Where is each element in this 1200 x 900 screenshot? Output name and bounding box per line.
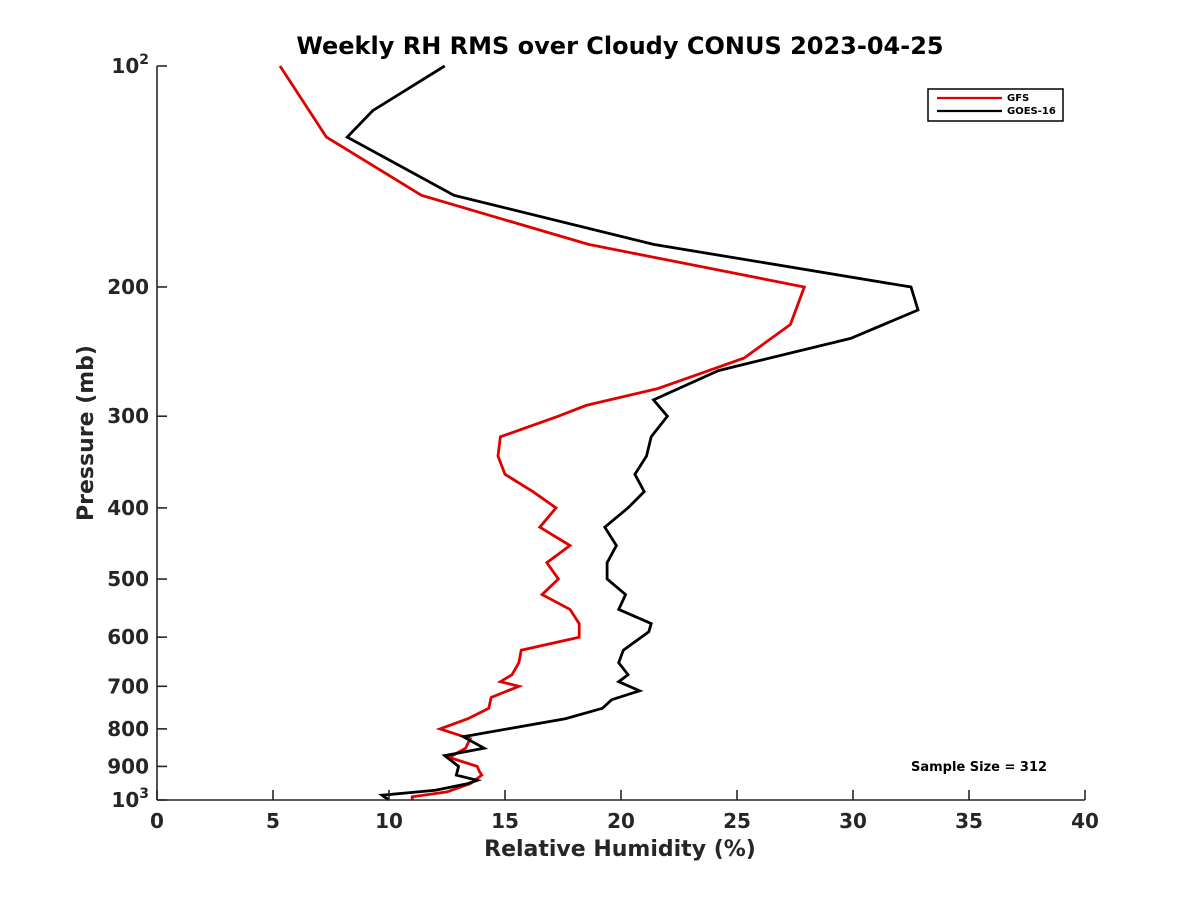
sample-size-annotation: Sample Size = 312 bbox=[911, 760, 1047, 775]
y-axis-title: Pressure (mb) bbox=[74, 345, 99, 521]
x-tick-label: 15 bbox=[491, 809, 519, 833]
y-tick-label: 500 bbox=[107, 567, 149, 591]
x-tick-label: 20 bbox=[607, 809, 635, 833]
y-tick-label: 700 bbox=[107, 674, 149, 698]
axes-layer: 0 5 10 15 20 25 30 35 40 102 200 300 400 500 600 700 800… bbox=[107, 52, 1099, 833]
x-tick-label: 35 bbox=[955, 809, 983, 833]
x-tick-label: 25 bbox=[723, 809, 751, 833]
series-line-goes16 bbox=[344, 64, 920, 802]
y-tick-label: 400 bbox=[107, 496, 149, 520]
legend-label-goes16: GOES-16 bbox=[1007, 106, 1056, 117]
series-layer bbox=[278, 64, 920, 802]
legend-box bbox=[927, 88, 1064, 122]
x-axis-title: Relative Humidity (%) bbox=[484, 837, 756, 862]
x-tick-label: 0 bbox=[150, 809, 164, 833]
x-tick-label: 10 bbox=[375, 809, 403, 833]
series-line-gfs bbox=[278, 65, 807, 800]
y-tick-label: 102 bbox=[111, 52, 149, 78]
y-tick-label: 200 bbox=[107, 275, 149, 299]
legend: GFS GOES-16 bbox=[927, 88, 1064, 122]
legend-label-gfs: GFS bbox=[1007, 93, 1029, 104]
x-tick-label: 30 bbox=[839, 809, 867, 833]
y-tick-label: 800 bbox=[107, 717, 149, 741]
x-tick-label: 5 bbox=[266, 809, 280, 833]
y-tick-label: 600 bbox=[107, 625, 149, 649]
x-tick-label: 40 bbox=[1071, 809, 1099, 833]
chart-title: Weekly RH RMS over Cloudy CONUS 2023-04-… bbox=[296, 32, 943, 60]
y-tick-label: 103 bbox=[111, 786, 149, 812]
y-tick-label: 900 bbox=[107, 754, 149, 778]
y-tick-label: 300 bbox=[107, 404, 149, 428]
